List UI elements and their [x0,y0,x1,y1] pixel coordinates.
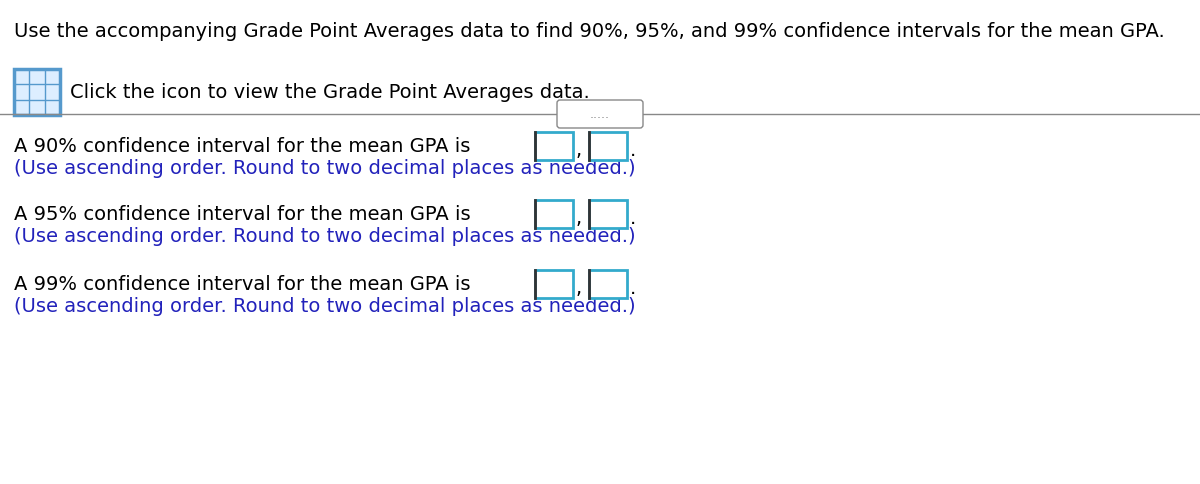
Text: (Use ascending order. Round to two decimal places as needed.): (Use ascending order. Round to two decim… [14,227,636,245]
Text: .....: ..... [590,107,610,121]
Text: A 99% confidence interval for the mean GPA is: A 99% confidence interval for the mean G… [14,274,476,293]
FancyBboxPatch shape [535,270,574,298]
FancyBboxPatch shape [535,132,574,160]
FancyBboxPatch shape [557,100,643,128]
Text: .: . [630,278,636,298]
Text: ,: , [576,209,582,227]
FancyBboxPatch shape [589,270,628,298]
FancyBboxPatch shape [589,132,628,160]
FancyBboxPatch shape [14,69,60,115]
Text: ,: , [576,278,582,298]
Text: Use the accompanying Grade Point Averages data to find 90%, 95%, and 99% confide: Use the accompanying Grade Point Average… [14,22,1165,41]
Text: ,: , [576,140,582,160]
Text: A 90% confidence interval for the mean GPA is: A 90% confidence interval for the mean G… [14,136,476,155]
Text: A 95% confidence interval for the mean GPA is: A 95% confidence interval for the mean G… [14,205,476,224]
FancyBboxPatch shape [535,200,574,228]
Text: .: . [630,140,636,160]
Text: (Use ascending order. Round to two decimal places as needed.): (Use ascending order. Round to two decim… [14,297,636,316]
Text: Click the icon to view the Grade Point Averages data.: Click the icon to view the Grade Point A… [70,82,589,102]
FancyBboxPatch shape [589,200,628,228]
Text: .: . [630,209,636,227]
Text: (Use ascending order. Round to two decimal places as needed.): (Use ascending order. Round to two decim… [14,158,636,178]
